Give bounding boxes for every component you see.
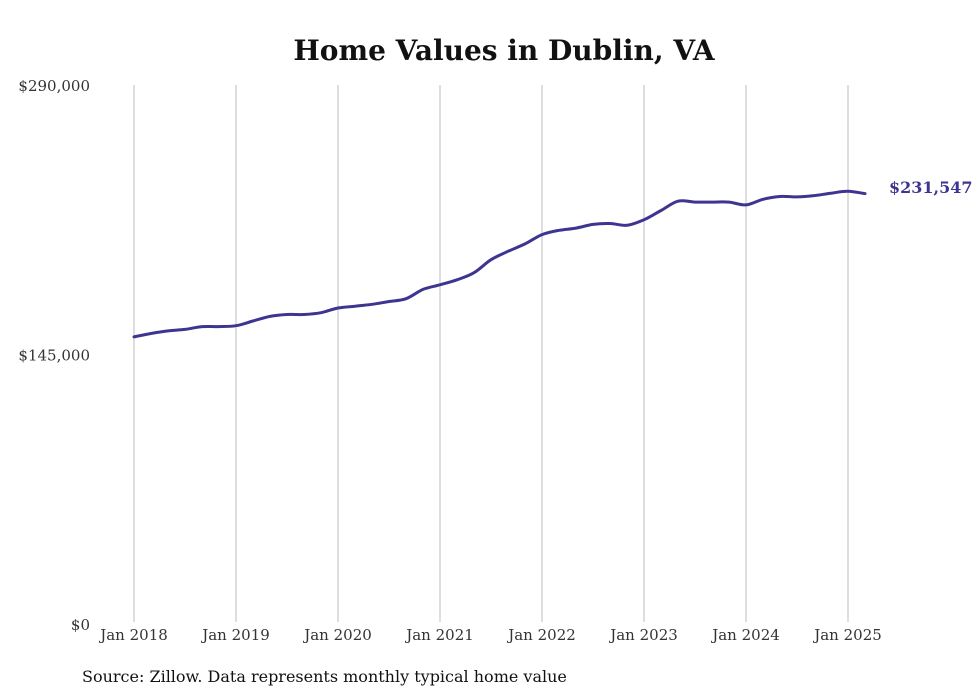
data-point xyxy=(286,313,289,316)
data-point xyxy=(150,332,153,335)
x-tick-label: Jan 2019 xyxy=(200,626,270,644)
y-tick-label: $145,000 xyxy=(18,347,90,365)
y-axis-tick-labels: $0 $145,000 $290,000 xyxy=(18,77,90,634)
data-point xyxy=(847,190,850,193)
home-value-line xyxy=(132,189,867,339)
y-tick-label: $290,000 xyxy=(18,77,90,95)
data-point xyxy=(337,307,340,310)
data-points xyxy=(133,190,867,338)
data-point xyxy=(609,222,612,225)
data-point xyxy=(762,198,765,201)
data-point xyxy=(745,203,748,206)
data-point xyxy=(524,242,527,245)
data-point xyxy=(201,325,204,328)
data-point xyxy=(626,224,629,227)
x-tick-label: Jan 2021 xyxy=(404,626,474,644)
series-layer xyxy=(132,189,867,339)
data-point xyxy=(575,227,578,230)
x-tick-label: Jan 2022 xyxy=(506,626,576,644)
data-point xyxy=(490,258,493,261)
data-point xyxy=(218,325,221,328)
data-point xyxy=(660,209,663,212)
data-point xyxy=(371,303,374,306)
data-point xyxy=(269,315,272,318)
data-point xyxy=(235,324,238,327)
x-tick-label: Jan 2023 xyxy=(608,626,678,644)
data-point xyxy=(184,328,187,331)
vertical-gridlines xyxy=(133,85,849,622)
data-point xyxy=(830,192,833,195)
data-point xyxy=(711,201,714,204)
x-tick-label: Jan 2025 xyxy=(812,626,882,644)
data-point xyxy=(303,313,306,316)
data-point xyxy=(320,311,323,314)
data-point xyxy=(813,194,816,197)
latest-value-label: $231,547 xyxy=(889,178,973,197)
data-point xyxy=(456,278,459,281)
data-point xyxy=(864,192,867,195)
x-tick-label: Jan 2020 xyxy=(302,626,372,644)
data-point xyxy=(541,233,544,236)
x-tick-label: Jan 2024 xyxy=(710,626,780,644)
data-point xyxy=(643,218,646,221)
data-point xyxy=(796,195,799,198)
data-point xyxy=(507,250,510,253)
data-point xyxy=(779,195,782,198)
chart-title: Home Values in Dublin, VA xyxy=(293,34,716,67)
data-point xyxy=(439,283,442,286)
data-point xyxy=(592,223,595,226)
data-point xyxy=(405,297,408,300)
data-point xyxy=(388,300,391,303)
data-point xyxy=(354,305,357,308)
source-note: Source: Zillow. Data represents monthly … xyxy=(82,667,567,686)
data-point xyxy=(558,229,561,232)
home-values-chart: Home Values in Dublin, VA $0 $145,000 $290… xyxy=(18,34,973,644)
data-point xyxy=(694,201,697,204)
x-tick-label: Jan 2018 xyxy=(98,626,168,644)
data-point xyxy=(252,320,255,323)
data-point xyxy=(473,271,476,274)
data-point xyxy=(422,288,425,291)
y-tick-label: $0 xyxy=(71,616,90,634)
data-point xyxy=(677,200,680,203)
data-point xyxy=(133,335,136,338)
x-axis-tick-labels: Jan 2018 Jan 2019 Jan 2020 Jan 2021 Jan 2022… xyxy=(98,626,882,644)
data-point xyxy=(728,201,731,204)
data-point xyxy=(167,329,170,332)
